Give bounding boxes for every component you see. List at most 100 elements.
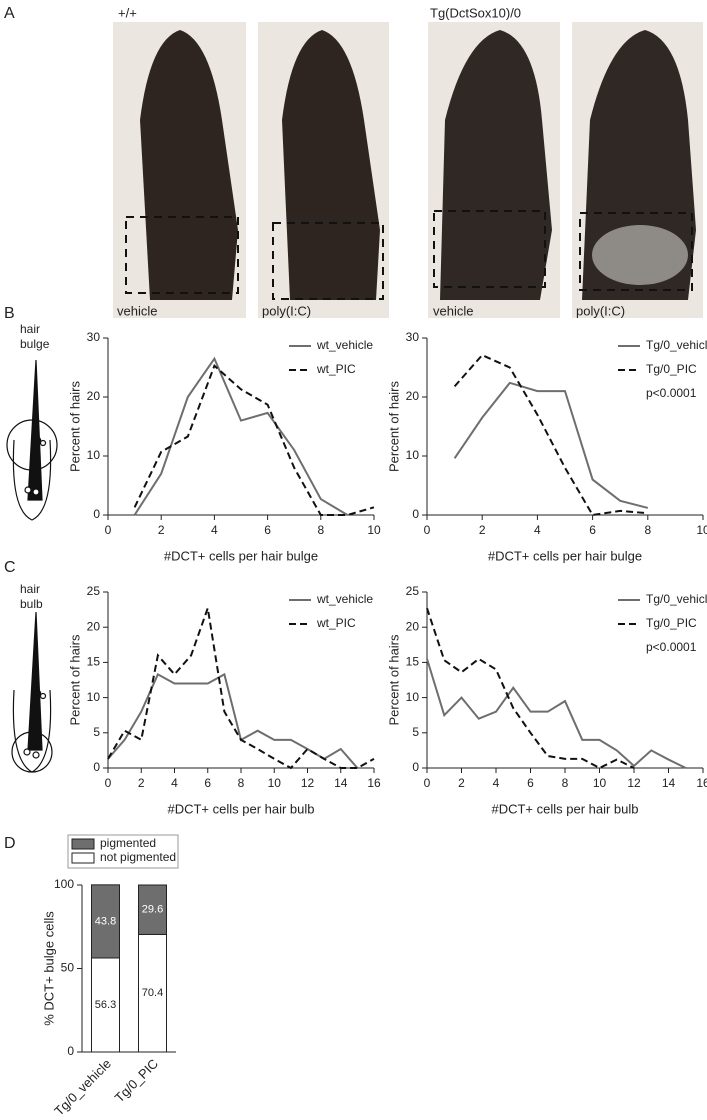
series-line [133, 364, 375, 516]
y-axis-label: Percent of hairs [67, 380, 82, 472]
bar-segment [91, 957, 120, 1053]
x-tick-label: 2 [479, 523, 486, 537]
legend-label: Tg/0_PIC [646, 362, 697, 376]
panel-label: A [4, 5, 15, 22]
x-tick-label: 8 [317, 523, 324, 537]
y-tick-label: 30 [87, 330, 101, 344]
photo [428, 22, 560, 318]
x-axis-label: #DCT+ cells per hair bulge [164, 548, 318, 563]
legend-label: not pigmented [100, 850, 176, 864]
legend-label: wt_PIC [316, 362, 356, 376]
diagram-label: hair [20, 322, 40, 336]
diagram-label: hair [20, 582, 40, 596]
bar-segment [91, 884, 120, 959]
x-axis-label: #DCT+ cells per hair bulb [167, 801, 314, 816]
value-label: 56.3 [95, 999, 116, 1011]
y-tick-label: 10 [406, 448, 420, 462]
x-tick-label: 2 [138, 776, 145, 790]
x-tick-label: 12 [627, 776, 641, 790]
x-tick-label: 16 [696, 776, 707, 790]
legend-label: wt_vehicle [316, 592, 373, 606]
photo-caption: vehicle [117, 303, 157, 318]
x-tick-label: 10 [593, 776, 607, 790]
series-line [107, 607, 375, 770]
y-axis-label: Percent of hairs [386, 380, 401, 472]
legend-label: Tg/0_vehicle [646, 338, 707, 352]
y-tick-label: 10 [406, 690, 420, 704]
x-tick-label: 0 [105, 523, 112, 537]
hair-diagram [6, 359, 58, 521]
y-tick-label: 0 [93, 507, 100, 521]
x-tick-label: 14 [334, 776, 348, 790]
legend-label: Tg/0_vehicle [646, 592, 707, 606]
x-tick-label: 6 [204, 776, 211, 790]
x-tick-label: 4 [493, 776, 500, 790]
panel-label: D [4, 835, 16, 852]
y-tick-label: 15 [406, 655, 420, 669]
x-tick-label: 2 [458, 776, 465, 790]
x-tick-label: 10 [268, 776, 282, 790]
y-tick-label: 0 [412, 507, 419, 521]
legend-label: wt_PIC [316, 616, 356, 630]
y-tick-label: 100 [54, 877, 74, 891]
x-tick-label: 6 [589, 523, 596, 537]
y-tick-label: 20 [87, 619, 101, 633]
series-line [453, 353, 648, 517]
x-tick-label: 0 [424, 776, 431, 790]
annotation: p<0.0001 [646, 640, 697, 654]
y-axis-label: Percent of hairs [67, 634, 82, 726]
x-tick-label: 16 [367, 776, 381, 790]
y-tick-label: 15 [87, 655, 101, 669]
series-line [426, 607, 635, 770]
y-tick-label: 0 [93, 760, 100, 774]
series-line [133, 356, 348, 516]
annotation: p<0.0001 [646, 386, 697, 400]
genotype-label: +/+ [118, 5, 137, 20]
x-tick-label: 6 [264, 523, 271, 537]
panel-label: B [4, 305, 15, 322]
y-tick-label: 20 [87, 389, 101, 403]
x-tick-label: 4 [534, 523, 541, 537]
diagram-label: bulb [20, 597, 43, 611]
legend-swatch [71, 852, 95, 864]
x-tick-label: 4 [171, 776, 178, 790]
bar-segment [138, 884, 167, 935]
y-tick-label: 10 [87, 448, 101, 462]
y-tick-label: 20 [406, 619, 420, 633]
legend-label: Tg/0_PIC [646, 616, 697, 630]
photo [113, 22, 246, 318]
y-tick-label: 25 [406, 584, 420, 598]
panel-label: C [4, 559, 16, 576]
x-tick-label: Tg/0_PIC [112, 1056, 161, 1105]
diagram-label: bulge [20, 337, 50, 351]
y-tick-label: 20 [406, 389, 420, 403]
x-tick-label: 0 [105, 776, 112, 790]
x-tick-label: Tg/0_vehicle [51, 1056, 114, 1119]
x-axis-label: #DCT+ cells per hair bulb [491, 801, 638, 816]
y-axis-label: Percent of hairs [386, 634, 401, 726]
y-tick-label: 50 [61, 961, 75, 975]
x-tick-label: 2 [158, 523, 165, 537]
y-tick-label: 5 [412, 725, 419, 739]
value-label: 29.6 [142, 904, 163, 916]
photo-caption: poly(I:C) [262, 303, 311, 318]
y-tick-label: 30 [406, 330, 420, 344]
series-line [426, 658, 687, 769]
value-label: 43.8 [95, 915, 116, 927]
photo [258, 22, 389, 318]
photo-caption: poly(I:C) [576, 303, 625, 318]
x-axis-label: #DCT+ cells per hair bulge [488, 548, 642, 563]
value-label: 70.4 [142, 987, 163, 999]
photo [572, 22, 703, 318]
x-tick-label: 8 [562, 776, 569, 790]
x-tick-label: 0 [424, 523, 431, 537]
y-tick-label: 10 [87, 690, 101, 704]
x-tick-label: 14 [662, 776, 676, 790]
photo-caption: vehicle [433, 303, 473, 318]
x-tick-label: 4 [211, 523, 218, 537]
x-tick-label: 10 [696, 523, 707, 537]
y-tick-label: 5 [93, 725, 100, 739]
y-tick-label: 25 [87, 584, 101, 598]
x-tick-label: 12 [301, 776, 315, 790]
